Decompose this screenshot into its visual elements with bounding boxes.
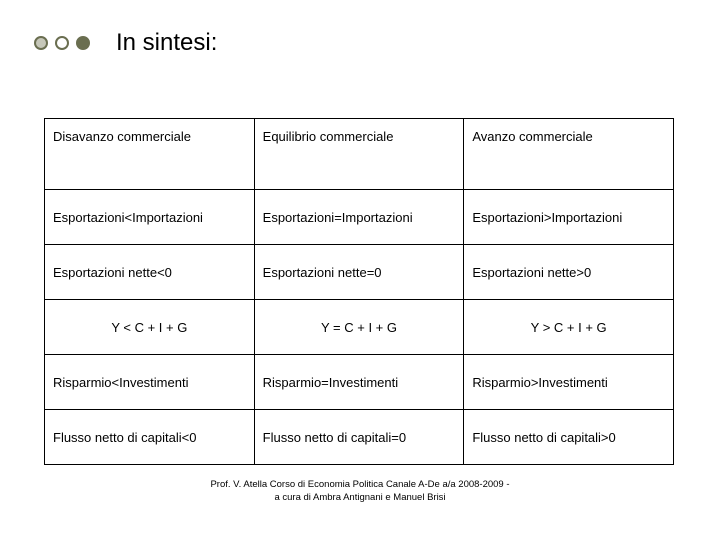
table-row: Disavanzo commerciale Equilibrio commerc… (45, 119, 674, 190)
cell: Esportazioni<Importazioni (45, 190, 255, 245)
cell: Flusso netto di capitali=0 (254, 410, 464, 465)
bullet-icon (34, 36, 48, 50)
title-row: In sintesi: (34, 30, 217, 56)
table-row: Esportazioni nette<0 Esportazioni nette=… (45, 245, 674, 300)
cell: Risparmio>Investimenti (464, 355, 674, 410)
cell: Risparmio=Investimenti (254, 355, 464, 410)
cell: Y > C + I + G (464, 300, 674, 355)
footer: Prof. V. Atella Corso di Economia Politi… (0, 479, 720, 504)
table-row: Flusso netto di capitali<0 Flusso netto … (45, 410, 674, 465)
cell: Flusso netto di capitali<0 (45, 410, 255, 465)
slide: In sintesi: Disavanzo commerciale Equili… (0, 0, 720, 540)
cell: Y < C + I + G (45, 300, 255, 355)
cell: Esportazioni>Importazioni (464, 190, 674, 245)
cell: Esportazioni nette>0 (464, 245, 674, 300)
title-bullets (34, 36, 90, 50)
bullet-icon (76, 36, 90, 50)
bullet-icon (55, 36, 69, 50)
table-row: Esportazioni<Importazioni Esportazioni=I… (45, 190, 674, 245)
cell: Equilibrio commerciale (254, 119, 464, 190)
cell: Y = C + I + G (254, 300, 464, 355)
cell: Esportazioni nette<0 (45, 245, 255, 300)
cell: Esportazioni nette=0 (254, 245, 464, 300)
cell: Disavanzo commerciale (45, 119, 255, 190)
cell: Risparmio<Investimenti (45, 355, 255, 410)
slide-title: In sintesi: (116, 30, 217, 56)
cell: Esportazioni=Importazioni (254, 190, 464, 245)
cell: Avanzo commerciale (464, 119, 674, 190)
summary-table: Disavanzo commerciale Equilibrio commerc… (44, 118, 674, 465)
table-row-formula: Y < C + I + G Y = C + I + G Y > C + I + … (45, 300, 674, 355)
table-row: Risparmio<Investimenti Risparmio=Investi… (45, 355, 674, 410)
cell: Flusso netto di capitali>0 (464, 410, 674, 465)
footer-line1: Prof. V. Atella Corso di Economia Politi… (210, 479, 509, 490)
footer-line2: a cura di Ambra Antignani e Manuel Brisi (274, 492, 445, 503)
summary-table-wrap: Disavanzo commerciale Equilibrio commerc… (44, 118, 674, 465)
